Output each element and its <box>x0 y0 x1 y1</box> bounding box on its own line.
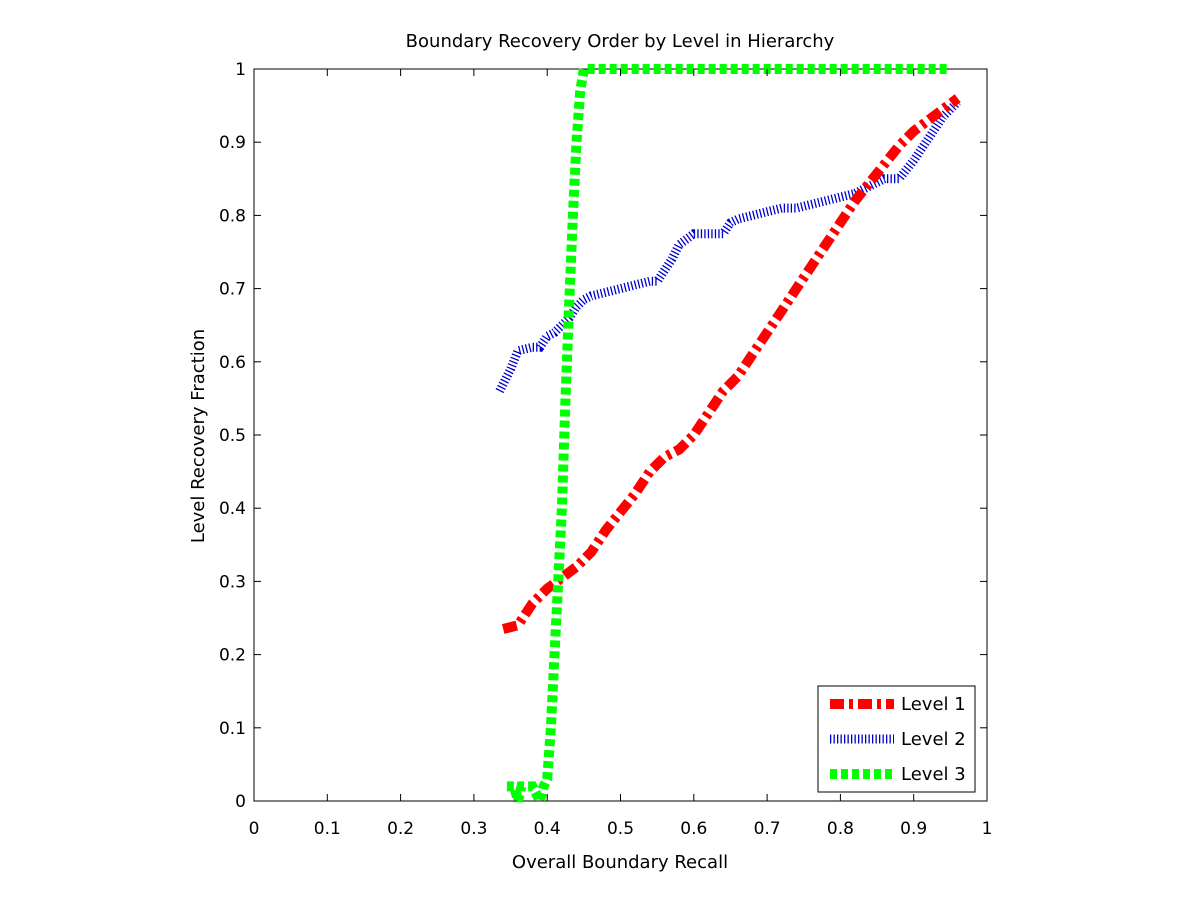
y-tick-label: 0.2 <box>219 646 246 666</box>
series-layer <box>495 64 961 816</box>
x-tick-label: 1 <box>982 819 993 839</box>
y-tick-label: 0.9 <box>219 133 246 153</box>
x-axis-label: Overall Boundary Recall <box>512 852 728 873</box>
chart-title: Boundary Recovery Order by Level in Hier… <box>406 31 835 52</box>
legend-label-level-2: Level 2 <box>901 729 966 750</box>
legend-label-level-1: Level 1 <box>901 694 966 715</box>
x-tick-label: 0.6 <box>680 819 707 839</box>
y-tick-label: 0.5 <box>219 426 246 446</box>
x-tick-label: 0.3 <box>460 819 487 839</box>
series-line-level-1 <box>501 94 961 634</box>
x-tick-label: 0.7 <box>754 819 781 839</box>
x-tick-label: 0.4 <box>534 819 561 839</box>
x-tick-label: 0.8 <box>827 819 854 839</box>
legend-label-level-3: Level 3 <box>901 764 966 785</box>
y-tick-label: 0.6 <box>219 353 246 373</box>
x-tick-label: 0.5 <box>607 819 634 839</box>
x-tick-label: 0.9 <box>900 819 927 839</box>
x-tick-label: 0.2 <box>387 819 414 839</box>
x-tick-label: 0 <box>249 819 260 839</box>
y-tick-label: 0.1 <box>219 719 246 739</box>
series-line-level-2 <box>495 98 961 394</box>
y-tick-label: 1 <box>235 60 246 80</box>
plot-frame <box>253 68 988 802</box>
axes-layer: 0 0.1 0.2 0.3 0.4 0.5 0.6 0.7 0.8 0.9 1 0 0.1 0.2 0.3 0… <box>219 60 992 839</box>
legend: Level 1 Level 2 Level 3 <box>817 685 976 793</box>
y-tick-label: 0.3 <box>219 572 246 592</box>
plot-area <box>253 68 988 802</box>
y-tick-label: 0.4 <box>219 499 246 519</box>
y-tick-label: 0.7 <box>219 280 246 300</box>
y-tick-label: 0.8 <box>219 206 246 226</box>
y-axis-label: Level Recovery Fraction <box>188 329 209 543</box>
y-tick-label: 0 <box>235 792 246 812</box>
series-line-level-3 <box>506 64 951 816</box>
x-tick-label: 0.1 <box>314 819 341 839</box>
